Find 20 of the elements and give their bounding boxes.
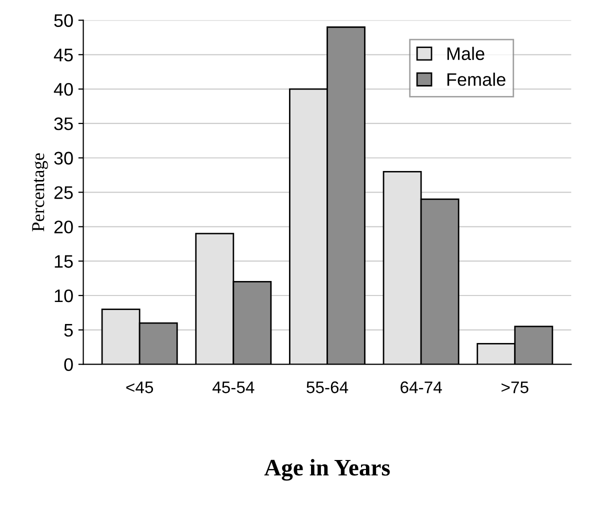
- y-tick-label: 40: [54, 82, 73, 96]
- x-tick-label: <45: [126, 382, 154, 394]
- y-tick-label: 35: [54, 117, 73, 130]
- x-axis-title: Age in Years: [264, 459, 390, 481]
- y-tick-label: 10: [54, 289, 73, 302]
- legend-label: Male: [447, 46, 484, 60]
- y-tick-label: 45: [54, 48, 73, 62]
- x-tick-label: >75: [502, 382, 528, 394]
- y-tick-label: 20: [54, 220, 73, 234]
- y-axis-title: Percentage: [32, 153, 48, 232]
- y-tick-label: 15: [54, 255, 73, 268]
- y-tick-label: 50: [54, 14, 73, 27]
- y-tick-label: 5: [64, 324, 73, 337]
- legend-label: Female: [447, 72, 506, 86]
- y-tick-label: 30: [54, 152, 73, 165]
- x-tick-label: 55-64: [306, 381, 348, 394]
- x-tick-label: 64-74: [400, 381, 442, 394]
- y-tick-label: 25: [54, 186, 73, 199]
- x-tick-label: 45-54: [212, 382, 254, 394]
- y-tick-label: 0: [64, 358, 73, 372]
